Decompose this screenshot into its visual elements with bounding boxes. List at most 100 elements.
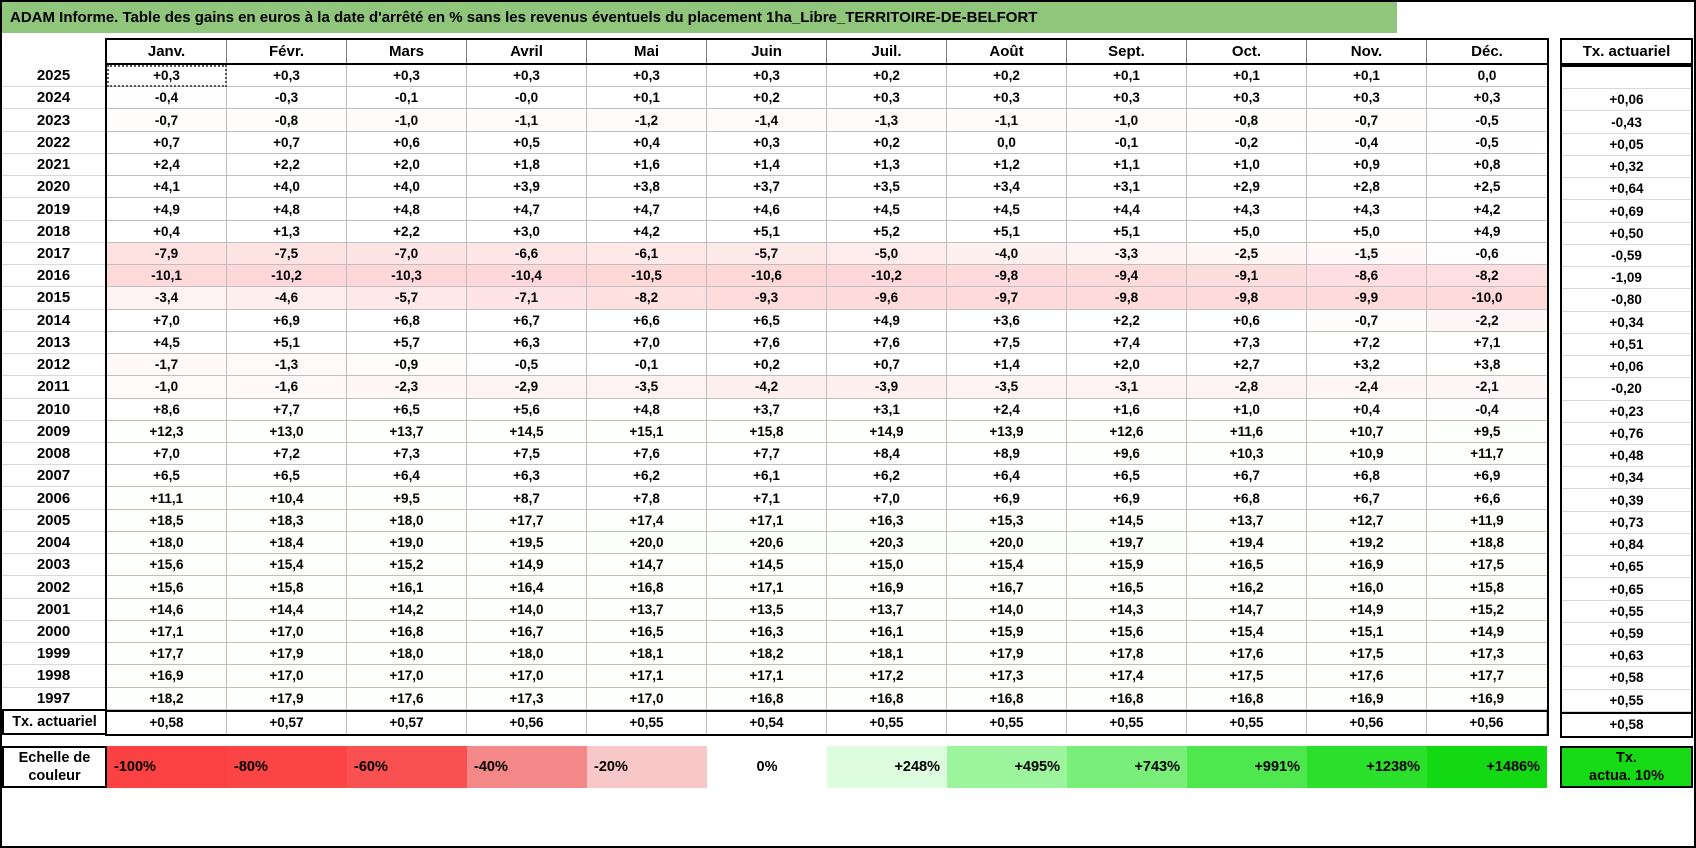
cell-2023-7[interactable]: -1,3	[827, 109, 947, 132]
year-label-2017[interactable]: 2017	[2, 242, 105, 266]
cell-2023-6[interactable]: -1,4	[707, 109, 827, 132]
cell-2025-1[interactable]: +0,3	[107, 65, 227, 88]
year-label-2025[interactable]: 2025	[2, 65, 105, 88]
cell-2025-12[interactable]: 0,0	[1427, 65, 1547, 88]
cell-2021-3[interactable]: +2,0	[347, 153, 467, 177]
cell-2011-1[interactable]: -1,0	[107, 376, 227, 399]
cell-1997-6[interactable]: +16,8	[707, 687, 827, 710]
cell-2018-4[interactable]: +3,0	[467, 220, 587, 243]
cell-1998-6[interactable]: +17,1	[707, 665, 827, 688]
cell-2000-7[interactable]: +16,1	[827, 620, 947, 644]
cell-2017-4[interactable]: -6,6	[467, 242, 587, 266]
year-label-2001[interactable]: 2001	[2, 598, 105, 621]
cell-2016-12[interactable]: -8,2	[1427, 265, 1547, 288]
cell-2024-10[interactable]: +0,3	[1187, 87, 1307, 110]
cell-2004-11[interactable]: +19,2	[1307, 531, 1427, 555]
cell-2019-6[interactable]: +4,6	[707, 198, 827, 221]
tx-value-2009[interactable]: +0,76	[1562, 422, 1691, 445]
cell-2007-11[interactable]: +6,8	[1307, 465, 1427, 488]
cell-2008-1[interactable]: +7,0	[107, 442, 227, 466]
cell-1997-9[interactable]: +16,8	[1067, 687, 1187, 710]
cell-2023-8[interactable]: -1,1	[947, 109, 1067, 132]
cell-2013-1[interactable]: +4,5	[107, 331, 227, 355]
cell-2004-5[interactable]: +20,0	[587, 531, 707, 555]
cell-2024-4[interactable]: -0,0	[467, 87, 587, 110]
cell-2007-10[interactable]: +6,7	[1187, 465, 1307, 488]
cell-2003-11[interactable]: +16,9	[1307, 554, 1427, 577]
cell-1999-4[interactable]: +18,0	[467, 643, 587, 666]
cell-2020-3[interactable]: +4,0	[347, 176, 467, 199]
cell-2024-12[interactable]: +0,3	[1427, 87, 1547, 110]
year-label-2022[interactable]: 2022	[2, 131, 105, 154]
cell-2007-3[interactable]: +6,4	[347, 465, 467, 488]
tx-value-2018[interactable]: +0,50	[1562, 222, 1691, 245]
year-label-2007[interactable]: 2007	[2, 465, 105, 488]
cell-2012-3[interactable]: -0,9	[347, 354, 467, 377]
cell-2016-2[interactable]: -10,2	[227, 265, 347, 288]
cell-2007-5[interactable]: +6,2	[587, 465, 707, 488]
cell-2015-4[interactable]: -7,1	[467, 287, 587, 310]
cell-2013-3[interactable]: +5,7	[347, 331, 467, 355]
cell-2023-3[interactable]: -1,0	[347, 109, 467, 132]
cell-2006-6[interactable]: +7,1	[707, 487, 827, 510]
cell-2016-10[interactable]: -9,1	[1187, 265, 1307, 288]
cell-2010-10[interactable]: +1,0	[1187, 398, 1307, 421]
cell-2003-1[interactable]: +15,6	[107, 554, 227, 577]
cell-2023-12[interactable]: -0,5	[1427, 109, 1547, 132]
cell-2017-2[interactable]: -7,5	[227, 242, 347, 266]
cell-2001-4[interactable]: +14,0	[467, 598, 587, 621]
footer-cell-6[interactable]: +0,54	[707, 711, 827, 734]
footer-cell-8[interactable]: +0,55	[947, 711, 1067, 734]
cell-2014-12[interactable]: -2,2	[1427, 309, 1547, 332]
cell-2007-4[interactable]: +6,3	[467, 465, 587, 488]
footer-cell-2[interactable]: +0,57	[227, 711, 347, 734]
cell-2025-2[interactable]: +0,3	[227, 65, 347, 88]
cell-2006-5[interactable]: +7,8	[587, 487, 707, 510]
column-header-août[interactable]: Août	[947, 40, 1067, 63]
cell-2013-2[interactable]: +5,1	[227, 331, 347, 355]
cell-2008-9[interactable]: +9,6	[1067, 442, 1187, 466]
footer-cell-7[interactable]: +0,55	[827, 711, 947, 734]
cell-2011-11[interactable]: -2,4	[1307, 376, 1427, 399]
cell-2025-6[interactable]: +0,3	[707, 65, 827, 88]
year-label-1998[interactable]: 1998	[2, 665, 105, 688]
tx-value-2005[interactable]: +0,73	[1562, 511, 1691, 534]
cell-2008-8[interactable]: +8,9	[947, 442, 1067, 466]
cell-2014-4[interactable]: +6,7	[467, 309, 587, 332]
cell-2022-12[interactable]: -0,5	[1427, 131, 1547, 154]
cell-2022-6[interactable]: +0,3	[707, 131, 827, 154]
cell-2006-11[interactable]: +6,7	[1307, 487, 1427, 510]
cell-2017-12[interactable]: -0,6	[1427, 242, 1547, 266]
year-label-2023[interactable]: 2023	[2, 109, 105, 132]
cell-1998-5[interactable]: +17,1	[587, 665, 707, 688]
cell-2015-5[interactable]: -8,2	[587, 287, 707, 310]
cell-2009-11[interactable]: +10,7	[1307, 420, 1427, 443]
cell-2001-12[interactable]: +15,2	[1427, 598, 1547, 621]
cell-2010-3[interactable]: +6,5	[347, 398, 467, 421]
cell-2002-3[interactable]: +16,1	[347, 576, 467, 599]
cell-2005-5[interactable]: +17,4	[587, 509, 707, 532]
cell-2021-6[interactable]: +1,4	[707, 153, 827, 177]
cell-2008-11[interactable]: +10,9	[1307, 442, 1427, 466]
cell-2018-2[interactable]: +1,3	[227, 220, 347, 243]
tx-value-2011[interactable]: -0,20	[1562, 378, 1691, 401]
cell-2001-7[interactable]: +13,7	[827, 598, 947, 621]
cell-2014-8[interactable]: +3,6	[947, 309, 1067, 332]
cell-2014-1[interactable]: +7,0	[107, 309, 227, 332]
cell-1999-3[interactable]: +18,0	[347, 643, 467, 666]
cell-2008-7[interactable]: +8,4	[827, 442, 947, 466]
cell-2014-11[interactable]: -0,7	[1307, 309, 1427, 332]
cell-2015-1[interactable]: -3,4	[107, 287, 227, 310]
year-label-2010[interactable]: 2010	[2, 398, 105, 421]
cell-2016-3[interactable]: -10,3	[347, 265, 467, 288]
cell-2012-8[interactable]: +1,4	[947, 354, 1067, 377]
cell-2021-10[interactable]: +1,0	[1187, 153, 1307, 177]
column-header-janv[interactable]: Janv.	[107, 40, 227, 63]
cell-2007-8[interactable]: +6,4	[947, 465, 1067, 488]
cell-2009-5[interactable]: +15,1	[587, 420, 707, 443]
cell-2019-1[interactable]: +4,9	[107, 198, 227, 221]
cell-1997-3[interactable]: +17,6	[347, 687, 467, 710]
cell-2006-9[interactable]: +6,9	[1067, 487, 1187, 510]
cell-2019-3[interactable]: +4,8	[347, 198, 467, 221]
cell-2020-12[interactable]: +2,5	[1427, 176, 1547, 199]
